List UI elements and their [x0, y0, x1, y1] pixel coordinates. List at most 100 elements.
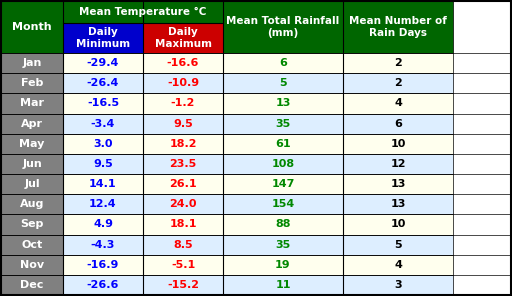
- Text: -16.9: -16.9: [87, 260, 119, 270]
- Text: Mean Total Rainfall
(mm): Mean Total Rainfall (mm): [226, 16, 339, 38]
- Text: -10.9: -10.9: [167, 78, 199, 88]
- Bar: [1, 134, 63, 154]
- Text: 3.0: 3.0: [93, 139, 113, 149]
- Bar: [1, 255, 63, 275]
- Bar: [343, 73, 453, 93]
- Bar: [343, 275, 453, 295]
- Text: 13: 13: [390, 179, 406, 189]
- Bar: [1, 113, 63, 134]
- Text: Daily
Maximum: Daily Maximum: [155, 27, 211, 49]
- Bar: [223, 154, 343, 174]
- Bar: [143, 234, 223, 255]
- Bar: [63, 93, 143, 113]
- Text: Dec: Dec: [20, 280, 44, 290]
- Text: Month: Month: [12, 22, 52, 32]
- Bar: [143, 275, 223, 295]
- Text: 9.5: 9.5: [173, 119, 193, 128]
- Text: Mar: Mar: [20, 98, 44, 108]
- Bar: [343, 53, 453, 73]
- Text: 26.1: 26.1: [169, 179, 197, 189]
- Bar: [223, 1, 343, 53]
- Text: Mean Number of
Rain Days: Mean Number of Rain Days: [349, 16, 447, 38]
- Bar: [63, 234, 143, 255]
- Text: 3: 3: [394, 280, 402, 290]
- Bar: [1, 1, 63, 53]
- Text: 4.9: 4.9: [93, 219, 113, 229]
- Text: 13: 13: [275, 98, 291, 108]
- Bar: [143, 255, 223, 275]
- Text: 35: 35: [275, 239, 291, 250]
- Bar: [63, 174, 143, 194]
- Text: 2: 2: [394, 78, 402, 88]
- Text: Feb: Feb: [21, 78, 43, 88]
- Bar: [1, 174, 63, 194]
- Bar: [343, 174, 453, 194]
- Bar: [63, 134, 143, 154]
- Bar: [1, 194, 63, 214]
- Bar: [223, 174, 343, 194]
- Bar: [223, 134, 343, 154]
- Bar: [143, 174, 223, 194]
- Bar: [63, 255, 143, 275]
- Text: -16.5: -16.5: [87, 98, 119, 108]
- Text: 61: 61: [275, 139, 291, 149]
- Text: 9.5: 9.5: [93, 159, 113, 169]
- Text: -5.1: -5.1: [171, 260, 195, 270]
- Text: 8.5: 8.5: [173, 239, 193, 250]
- Bar: [343, 214, 453, 234]
- Bar: [63, 214, 143, 234]
- Bar: [223, 53, 343, 73]
- Text: -16.6: -16.6: [167, 58, 199, 68]
- Text: Aug: Aug: [20, 199, 44, 209]
- Text: -3.4: -3.4: [91, 119, 115, 128]
- Bar: [1, 275, 63, 295]
- Text: 5: 5: [394, 239, 402, 250]
- Bar: [343, 255, 453, 275]
- Text: -26.4: -26.4: [87, 78, 119, 88]
- Bar: [343, 194, 453, 214]
- Bar: [223, 255, 343, 275]
- Text: -26.6: -26.6: [87, 280, 119, 290]
- Text: Jun: Jun: [22, 159, 42, 169]
- Bar: [63, 23, 143, 53]
- Bar: [343, 234, 453, 255]
- Bar: [223, 275, 343, 295]
- Text: 4: 4: [394, 260, 402, 270]
- Bar: [223, 73, 343, 93]
- Bar: [143, 194, 223, 214]
- Text: 10: 10: [390, 139, 406, 149]
- Bar: [63, 53, 143, 73]
- Text: 2: 2: [394, 58, 402, 68]
- Text: 18.2: 18.2: [169, 139, 197, 149]
- Text: 154: 154: [271, 199, 294, 209]
- Text: 19: 19: [275, 260, 291, 270]
- Bar: [143, 134, 223, 154]
- Text: 147: 147: [271, 179, 295, 189]
- Text: 13: 13: [390, 199, 406, 209]
- Text: -29.4: -29.4: [87, 58, 119, 68]
- Text: Sep: Sep: [20, 219, 44, 229]
- Bar: [63, 194, 143, 214]
- Bar: [343, 93, 453, 113]
- Bar: [1, 93, 63, 113]
- Text: Mean Temperature °C: Mean Temperature °C: [79, 7, 207, 17]
- Bar: [63, 154, 143, 174]
- Text: 11: 11: [275, 280, 291, 290]
- Bar: [143, 73, 223, 93]
- Bar: [143, 93, 223, 113]
- Bar: [143, 154, 223, 174]
- Bar: [1, 234, 63, 255]
- Text: Jan: Jan: [23, 58, 41, 68]
- Bar: [223, 194, 343, 214]
- Text: 23.5: 23.5: [169, 159, 197, 169]
- Text: 12.4: 12.4: [89, 199, 117, 209]
- Text: Daily
Minimum: Daily Minimum: [76, 27, 130, 49]
- Bar: [343, 113, 453, 134]
- Text: 88: 88: [275, 219, 291, 229]
- Bar: [223, 113, 343, 134]
- Text: May: May: [19, 139, 45, 149]
- Bar: [143, 214, 223, 234]
- Text: Oct: Oct: [22, 239, 42, 250]
- Bar: [63, 1, 223, 23]
- Bar: [143, 53, 223, 73]
